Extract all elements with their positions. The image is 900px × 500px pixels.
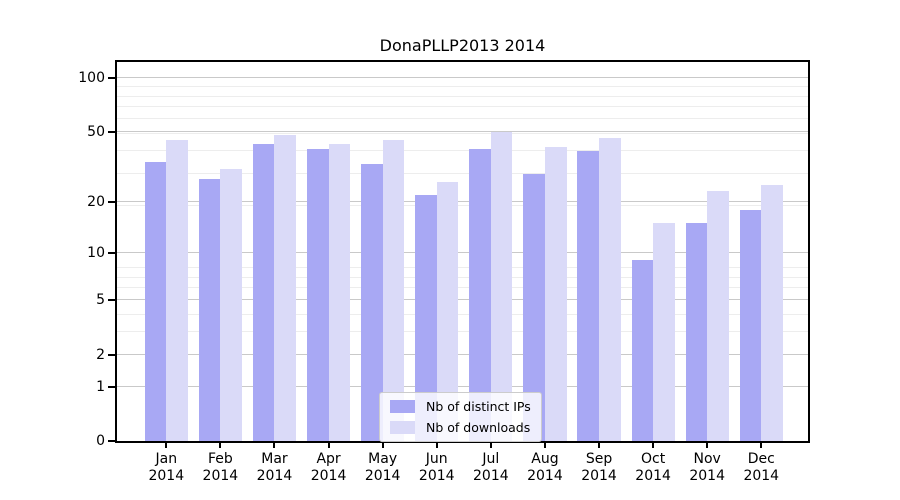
y-axis-tick-label: 0 [96, 433, 105, 449]
x-axis-tick-label: Nov 2014 [689, 451, 726, 484]
x-axis-tick-label: Sep 2014 [581, 451, 617, 484]
x-axis-tick [652, 441, 655, 448]
y-axis-tick-label: 20 [87, 193, 105, 210]
x-axis-tick [598, 441, 601, 448]
bar-downloads [274, 135, 297, 441]
y-axis-tick [108, 251, 115, 254]
x-axis-tick [219, 441, 222, 448]
bar-downloads [166, 140, 188, 441]
minor-gridline [117, 106, 808, 108]
bar-downloads [599, 138, 621, 441]
x-axis-tick [706, 441, 709, 448]
x-axis-tick-label: Dec 2014 [743, 451, 780, 484]
major-gridline [117, 77, 808, 79]
x-axis-tick [435, 441, 438, 448]
y-axis-tick [108, 130, 115, 133]
minor-gridline [117, 86, 808, 88]
x-axis-tick-label: Mar 2014 [256, 451, 293, 484]
bar-distinct-ips [361, 163, 383, 441]
bar-distinct-ips [469, 149, 491, 441]
x-axis-tick [273, 441, 276, 448]
x-axis-tick-label: Jun 2014 [418, 451, 455, 484]
y-axis-tick [108, 77, 115, 80]
x-axis-tick [165, 441, 168, 448]
bar-downloads [653, 223, 675, 441]
x-axis-tick [489, 441, 492, 448]
bar-downloads [707, 191, 729, 441]
legend-label-distinct-ips: Nb of distinct IPs [426, 399, 531, 414]
bar-downloads [220, 168, 242, 441]
y-axis-tick-label: 10 [87, 244, 105, 261]
bar-downloads [490, 131, 513, 441]
y-axis-tick [108, 440, 115, 442]
x-axis-tick-label: Apr 2014 [310, 451, 347, 484]
y-axis-tick-label: 5 [96, 292, 105, 309]
bar-distinct-ips [739, 209, 762, 441]
x-axis-tick-label: Jul 2014 [473, 451, 509, 484]
bar-downloads [544, 147, 567, 441]
y-axis-tick-label: 1 [96, 378, 105, 395]
x-axis-tick-label: Feb 2014 [202, 451, 239, 484]
x-axis-tick-label: May 2014 [364, 451, 401, 484]
bar-distinct-ips [631, 260, 654, 441]
bar-downloads [382, 140, 405, 441]
minor-gridline [117, 118, 808, 120]
y-axis-tick-label: 100 [78, 70, 105, 87]
bar-distinct-ips [198, 179, 221, 441]
x-axis-tick-label: Jan 2014 [148, 451, 185, 484]
x-axis-tick [543, 441, 546, 448]
major-gridline [117, 130, 808, 132]
plot-area: 0 1 2 5 10 20 50 100 Jan 2014 Feb 2014 Mar 2014 Apr… [78, 60, 810, 484]
chart-title: DonaPLLP2013 2014 [379, 36, 546, 55]
y-axis-tick [108, 353, 115, 356]
y-axis-tick-label: 50 [87, 123, 105, 140]
legend-swatch-downloads [390, 421, 415, 434]
legend-item-distinct-ips: Nb of distinct IPs [390, 399, 531, 414]
y-axis-tick-label: 2 [96, 346, 105, 363]
bar-distinct-ips [685, 223, 708, 441]
legend-label-downloads: Nb of downloads [426, 420, 531, 435]
bar-distinct-ips [415, 194, 437, 441]
x-axis-tick [327, 441, 330, 448]
bar-downloads [436, 181, 459, 441]
bar-downloads [328, 143, 351, 441]
bar-distinct-ips [523, 173, 545, 441]
bar-distinct-ips [577, 151, 599, 441]
minor-gridline [117, 132, 808, 134]
bar-distinct-ips [252, 143, 275, 441]
bar-downloads [761, 184, 783, 441]
minor-gridline [117, 150, 808, 152]
x-axis-tick-label: Aug 2014 [527, 451, 563, 484]
legend: Nb of distinct IPs Nb of downloads [379, 392, 542, 442]
x-axis-tick-label: Oct 2014 [635, 451, 671, 484]
bar-distinct-ips [144, 161, 167, 441]
legend-swatch-distinct-ips [390, 400, 415, 413]
bar-distinct-ips [306, 149, 329, 441]
x-axis-tick [381, 441, 384, 448]
y-axis-tick [108, 385, 115, 388]
x-axis-tick [760, 441, 763, 448]
minor-gridline [117, 95, 808, 97]
y-axis-tick [108, 299, 115, 302]
y-axis-tick [108, 200, 115, 203]
legend-item-downloads: Nb of downloads [390, 420, 531, 435]
